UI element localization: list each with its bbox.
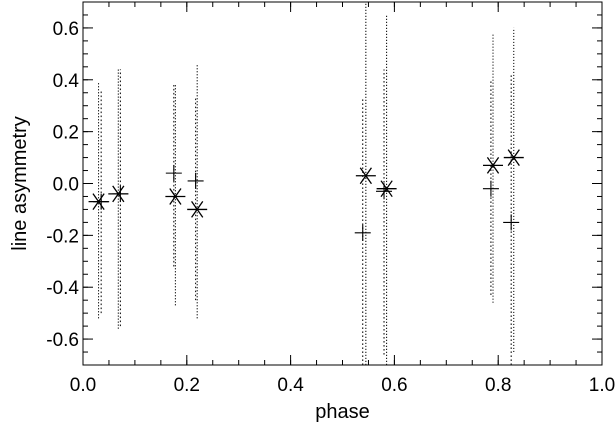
plus-marker — [112, 185, 129, 202]
x-tick-label: 0.0 — [70, 375, 96, 396]
y-tick-label: 0.0 — [53, 175, 79, 196]
y-tick-label: -0.2 — [46, 226, 79, 247]
y-tick-label: 0.2 — [53, 123, 79, 144]
y-tick-label: 0.4 — [53, 71, 80, 92]
y-tick-label: 0.6 — [53, 19, 79, 40]
x-tick-label: 0.2 — [174, 375, 200, 396]
marker-stroke — [169, 188, 182, 205]
marker-stroke — [507, 149, 520, 166]
ticks-layer: 0.0 0.2 0.4 0.6 0.8 1.0 -0.6 -0.4 -0.2 0.0 0.2 0.4 0… — [46, 1, 615, 396]
x-tick-label: 0.4 — [277, 375, 304, 396]
x-axis-label: phase — [315, 401, 370, 423]
plus-marker — [187, 172, 204, 189]
plus-marker — [482, 180, 499, 197]
plot-frame — [82, 1, 603, 366]
plus-marker — [376, 183, 393, 200]
marker-stroke — [191, 201, 204, 218]
asterisk-marker — [165, 188, 186, 205]
marker-stroke — [486, 156, 500, 174]
y-tick-label: -0.6 — [46, 330, 79, 351]
x-tick-label: 1.0 — [589, 375, 615, 396]
plus-marker — [93, 193, 110, 210]
y-tick-label: -0.4 — [46, 278, 79, 299]
x-tick-label: 0.6 — [381, 375, 407, 396]
x-tick-label: 0.8 — [485, 375, 511, 396]
marker-stroke — [380, 180, 393, 198]
asterisk-marker — [503, 149, 524, 166]
markers-layer — [88, 149, 524, 241]
y-axis-label: line asymmetry — [9, 116, 31, 250]
asterisk-marker — [483, 156, 504, 174]
plus-marker — [165, 165, 182, 182]
plus-marker — [354, 224, 371, 241]
error-bars-layer — [98, 2, 515, 365]
asterisk-marker — [355, 167, 376, 185]
asterisk-marker — [187, 201, 208, 218]
plus-marker — [503, 214, 520, 231]
asterisk-marker — [376, 180, 397, 198]
marker-stroke — [359, 167, 372, 185]
